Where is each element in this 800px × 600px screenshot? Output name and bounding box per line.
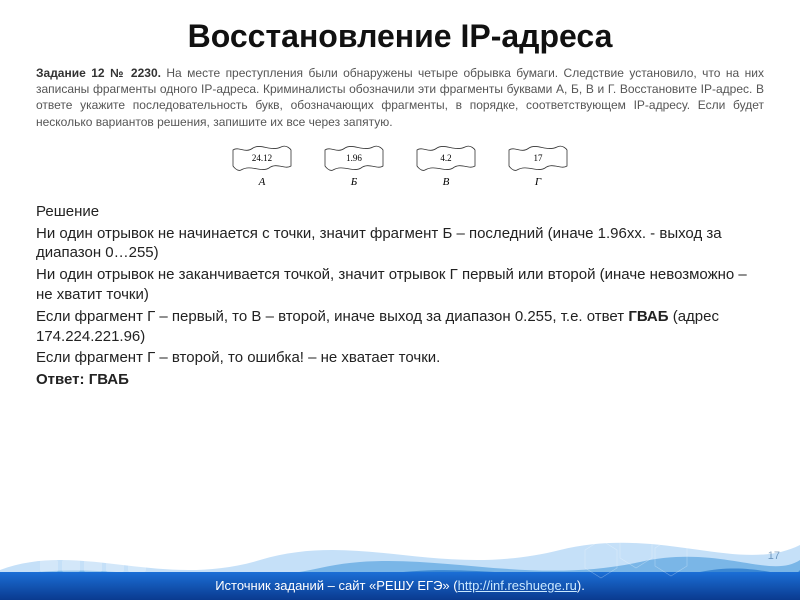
answer-label: Ответ: <box>36 371 85 388</box>
fragment-value: 24.12 <box>252 153 272 163</box>
solution-lines: Ни один отрывок не начинается с точки, з… <box>36 224 764 369</box>
source-suffix: ). <box>577 578 585 593</box>
fragment-value: 17 <box>534 153 543 163</box>
solution-line: Если фрагмент Г – второй, то ошибка! – н… <box>36 348 764 368</box>
solution-header: Решение <box>36 202 764 222</box>
solution-answer: Ответ: ГВАБ <box>36 370 764 390</box>
problem-lead: Задание 12 № 2230. <box>36 66 161 80</box>
paper-scrap: 1.96 <box>323 144 385 172</box>
source-prefix: Источник заданий – сайт «РЕШУ ЕГЭ» ( <box>215 578 457 593</box>
fragment-value: 4.2 <box>440 153 451 163</box>
source-link[interactable]: http://inf.reshuege.ru <box>458 578 577 593</box>
solution-line: Ни один отрывок не заканчивается точкой,… <box>36 265 764 305</box>
fragment-letter: Б <box>351 176 358 188</box>
paper-scrap: 24.12 <box>231 144 293 172</box>
source-bar: Источник заданий – сайт «РЕШУ ЕГЭ» ( htt… <box>0 570 800 600</box>
slide-title: Восстановление IP-адреса <box>36 18 764 55</box>
solution-line: Если фрагмент Г – первый, то В – второй,… <box>36 307 764 347</box>
fragment: 1.96 Б <box>323 144 385 188</box>
fragment: 24.12 А <box>231 144 293 188</box>
paper-scrap: 4.2 <box>415 144 477 172</box>
fragments-row: 24.12 А 1.96 Б 4.2 В 17 Г <box>36 144 764 188</box>
fragment-letter: Г <box>535 176 541 188</box>
fragment: 17 Г <box>507 144 569 188</box>
fragment-value: 1.96 <box>346 153 362 163</box>
fragment-letter: В <box>443 176 450 188</box>
slide-number: 17 <box>768 550 780 562</box>
fragment: 4.2 В <box>415 144 477 188</box>
solution-block: Решение Ни один отрывок не начинается с … <box>36 202 764 390</box>
paper-scrap: 17 <box>507 144 569 172</box>
slide: Восстановление IP-адреса Задание 12 № 22… <box>0 0 800 600</box>
problem-text: Задание 12 № 2230. На месте преступления… <box>36 65 764 130</box>
fragment-letter: А <box>259 176 266 188</box>
solution-line: Ни один отрывок не начинается с точки, з… <box>36 224 764 264</box>
answer-value: ГВАБ <box>89 371 129 388</box>
